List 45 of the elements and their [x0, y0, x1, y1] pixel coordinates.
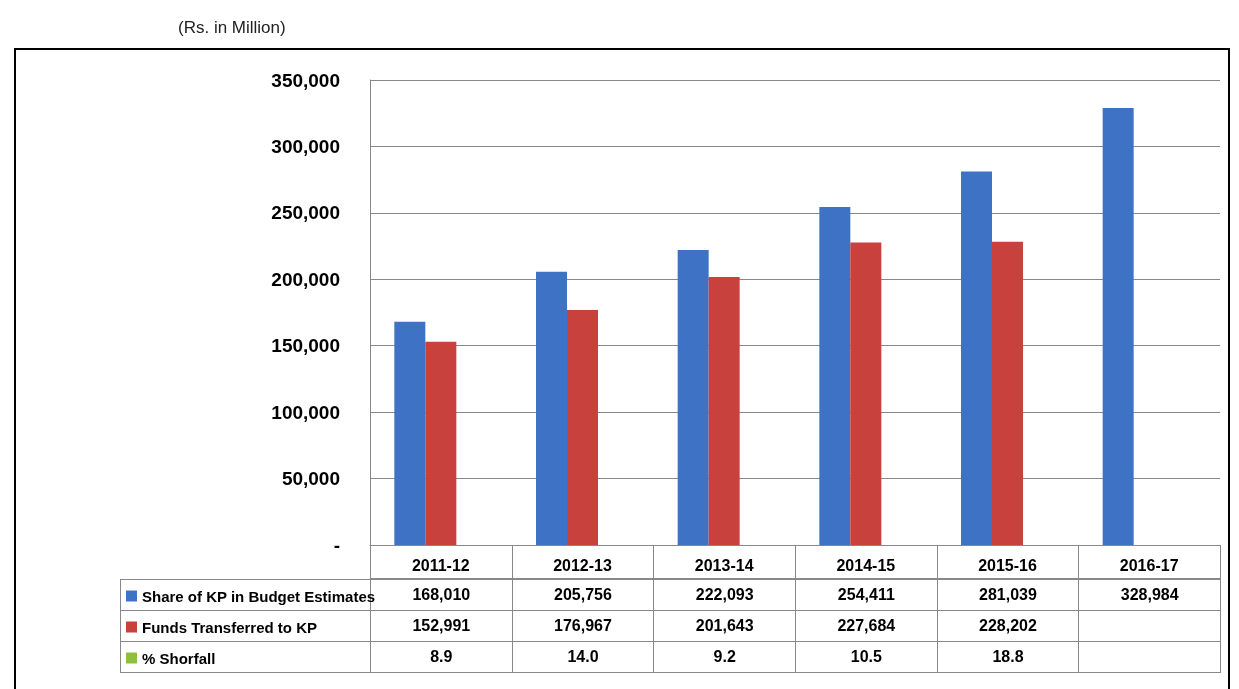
bar — [677, 249, 709, 545]
data-label: 152,991 — [370, 610, 513, 642]
legend-label: Funds Transferred to KP — [142, 618, 318, 636]
y-tick-label: 200,000 — [271, 268, 340, 290]
y-tick-label: 50,000 — [281, 468, 340, 490]
y-tick-label: - — [333, 534, 340, 556]
bar — [394, 321, 426, 545]
x-tick-label: 2015-16 — [978, 556, 1037, 574]
legend-label: % Shorfall — [142, 649, 216, 667]
bar — [567, 309, 598, 545]
bar — [1102, 107, 1134, 545]
y-tick-label: 150,000 — [271, 335, 340, 357]
bar — [536, 271, 567, 545]
data-label: 254,411 — [795, 579, 938, 611]
bar — [819, 207, 851, 545]
data-label: 168,010 — [412, 586, 471, 603]
data-label: 8.9 — [370, 641, 513, 673]
data-label: 176,967 — [511, 610, 655, 642]
x-tick-label: 2016-17 — [1119, 556, 1179, 574]
x-tick-label: 2013-14 — [694, 556, 754, 574]
data-label: 227,684 — [795, 610, 938, 642]
legend-label: Share of KP in Budget Estimates — [142, 587, 376, 605]
bar — [850, 242, 882, 545]
bar — [992, 241, 1023, 545]
data-label: 18.8 — [936, 641, 1080, 673]
y-tick-label: 100,000 — [271, 401, 340, 423]
x-tick-label: 2011-12 — [411, 556, 470, 574]
text: (Rs. in Million) — [178, 18, 286, 38]
data-label: 281,039 — [936, 579, 1080, 611]
y-tick-label: 250,000 — [271, 202, 340, 224]
data-label: 10.5 — [795, 641, 938, 673]
data-label: 201,643 — [653, 610, 796, 642]
bar — [708, 277, 740, 545]
x-tick-label: 2012-13 — [553, 556, 612, 574]
bar — [961, 171, 992, 545]
data-label: 328,984 — [1078, 579, 1221, 611]
data-label: 205,756 — [511, 579, 655, 611]
data-label: 9.2 — [653, 641, 796, 673]
data-label: 228,202 — [936, 610, 1080, 642]
data-label: 14.0 — [511, 641, 655, 673]
y-tick-label: 300,000 — [271, 135, 340, 157]
x-tick-label: 2014-15 — [836, 556, 896, 574]
bar — [425, 341, 457, 545]
data-label: 222,093 — [653, 579, 796, 611]
y-tick-label: 350,000 — [271, 69, 340, 91]
